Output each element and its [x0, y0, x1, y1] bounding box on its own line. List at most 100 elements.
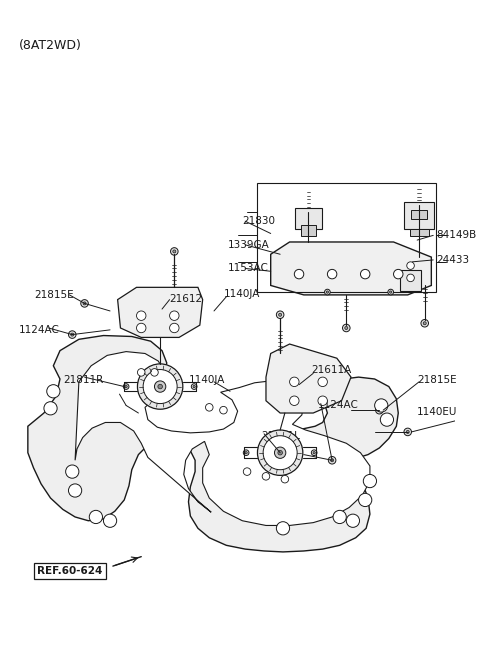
Text: 1140JA: 1140JA — [224, 289, 260, 299]
Circle shape — [263, 436, 297, 470]
Bar — [256, 183, 436, 292]
Circle shape — [44, 402, 57, 415]
Circle shape — [173, 250, 176, 253]
Circle shape — [275, 447, 286, 458]
Circle shape — [169, 324, 179, 333]
Text: 1124AC: 1124AC — [318, 400, 359, 411]
Circle shape — [151, 369, 158, 376]
Circle shape — [390, 291, 392, 293]
Circle shape — [278, 313, 282, 316]
Circle shape — [136, 324, 146, 333]
Circle shape — [404, 428, 411, 436]
Circle shape — [158, 384, 162, 389]
Circle shape — [137, 364, 183, 409]
Circle shape — [380, 413, 394, 426]
Circle shape — [169, 311, 179, 320]
Polygon shape — [271, 242, 432, 295]
Circle shape — [346, 514, 360, 527]
Circle shape — [394, 269, 403, 279]
Circle shape — [155, 381, 166, 392]
Text: 1124AC: 1124AC — [18, 325, 59, 335]
Circle shape — [125, 385, 127, 388]
Text: 24433: 24433 — [436, 255, 469, 265]
Circle shape — [289, 377, 299, 386]
Circle shape — [192, 384, 197, 389]
Circle shape — [388, 290, 394, 295]
Circle shape — [243, 450, 249, 455]
Circle shape — [375, 406, 383, 414]
Text: 84149B: 84149B — [436, 231, 476, 240]
Circle shape — [421, 320, 429, 327]
Circle shape — [326, 291, 328, 293]
Circle shape — [83, 302, 86, 305]
Circle shape — [71, 333, 74, 336]
Text: (8AT2WD): (8AT2WD) — [18, 39, 81, 52]
Circle shape — [170, 248, 178, 255]
Polygon shape — [28, 335, 398, 552]
Text: 1140JA: 1140JA — [189, 375, 225, 385]
Circle shape — [193, 385, 195, 388]
Circle shape — [245, 451, 247, 454]
Circle shape — [205, 403, 213, 411]
Circle shape — [281, 476, 288, 483]
Circle shape — [104, 514, 117, 527]
Circle shape — [143, 369, 177, 403]
Circle shape — [407, 262, 414, 269]
Circle shape — [345, 326, 348, 329]
Bar — [301, 225, 316, 236]
Polygon shape — [75, 352, 370, 525]
Circle shape — [313, 451, 315, 454]
Circle shape — [69, 331, 76, 339]
Text: 21611A: 21611A — [312, 365, 351, 375]
Circle shape — [243, 468, 251, 476]
Text: 1153AC: 1153AC — [228, 263, 269, 273]
Circle shape — [66, 465, 79, 478]
Text: 1140EU: 1140EU — [417, 407, 457, 417]
Circle shape — [69, 484, 82, 497]
Circle shape — [294, 269, 304, 279]
Circle shape — [423, 322, 426, 325]
Text: 21815E: 21815E — [35, 290, 74, 300]
Polygon shape — [266, 344, 351, 413]
Text: 21612: 21612 — [169, 293, 203, 304]
Circle shape — [331, 458, 334, 462]
Circle shape — [406, 430, 409, 434]
Circle shape — [123, 384, 129, 389]
Circle shape — [333, 510, 346, 523]
Circle shape — [89, 510, 103, 523]
Circle shape — [318, 377, 327, 386]
Circle shape — [359, 493, 372, 506]
Circle shape — [257, 430, 303, 476]
Text: 21811R: 21811R — [63, 375, 103, 385]
Bar — [404, 202, 434, 229]
Circle shape — [327, 269, 337, 279]
Circle shape — [363, 474, 376, 488]
Text: 1339GA: 1339GA — [228, 240, 270, 250]
Text: 21815E: 21815E — [417, 375, 457, 385]
Circle shape — [318, 396, 327, 405]
Bar — [409, 229, 429, 236]
Circle shape — [276, 311, 284, 318]
Circle shape — [407, 274, 414, 282]
Circle shape — [278, 451, 282, 455]
Circle shape — [47, 384, 60, 398]
Text: 21811L: 21811L — [261, 431, 300, 441]
Circle shape — [262, 472, 270, 480]
Polygon shape — [118, 288, 203, 337]
Circle shape — [375, 399, 388, 412]
Text: 21830: 21830 — [242, 216, 276, 226]
Circle shape — [289, 396, 299, 405]
Bar — [295, 208, 322, 229]
Circle shape — [324, 290, 330, 295]
Circle shape — [276, 521, 289, 535]
Bar — [400, 271, 421, 291]
Circle shape — [136, 311, 146, 320]
Circle shape — [81, 299, 88, 307]
Bar — [411, 210, 427, 219]
Circle shape — [360, 269, 370, 279]
Circle shape — [378, 409, 381, 412]
Circle shape — [312, 450, 317, 455]
Circle shape — [137, 369, 145, 376]
Text: REF.60-624: REF.60-624 — [37, 566, 103, 576]
Circle shape — [220, 406, 227, 414]
